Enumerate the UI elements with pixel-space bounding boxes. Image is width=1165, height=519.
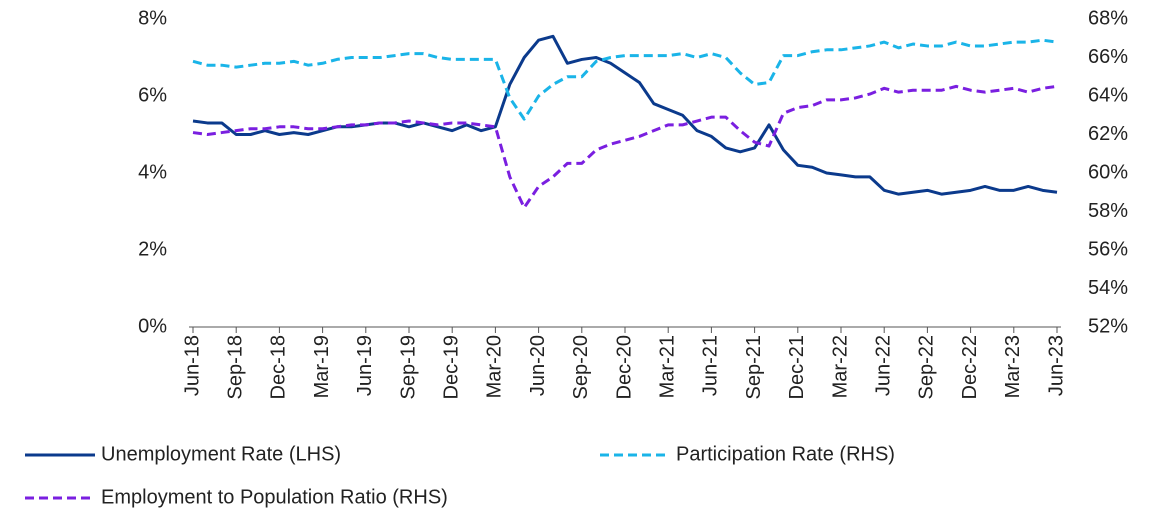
y2-tick-label: 54% [1088,277,1128,299]
x-tick-label: Dec-18 [268,335,290,399]
x-tick-label: Sep-21 [743,335,765,400]
x-tick-label: Jun-23 [1045,335,1067,396]
y2-tick-label: 60% [1088,161,1128,183]
x-tick-label: Jun-18 [181,335,203,396]
x-tick-label: Dec-20 [613,335,635,399]
x-tick-label: Sep-20 [570,335,592,400]
x-tick-label: Dec-21 [786,335,808,399]
legend-label: Unemployment Rate (LHS) [101,443,341,465]
x-tick-label: Jun-20 [527,335,549,396]
y-tick-label: 0% [138,315,167,337]
y2-tick-label: 56% [1088,238,1128,260]
x-tick-label: Sep-19 [397,335,419,400]
x-tick-label: Mar-22 [829,335,851,398]
x-tick-label: Jun-21 [700,335,722,396]
x-tick-label: Mar-19 [311,335,333,398]
x-tick-label: Sep-22 [916,335,938,400]
x-tick-label: Mar-21 [656,335,678,398]
y2-tick-label: 62% [1088,123,1128,145]
x-tick-label: Dec-19 [440,335,462,399]
y2-tick-label: 66% [1088,46,1128,68]
x-tick-label: Mar-20 [484,335,506,398]
y-tick-label: 6% [138,84,167,106]
y-tick-label: 2% [138,238,167,260]
y2-tick-label: 58% [1088,200,1128,222]
legend-label: Employment to Population Ratio (RHS) [101,486,448,508]
series-line [192,84,1058,210]
y-tick-label: 8% [138,7,167,29]
x-tick-label: Dec-22 [959,335,981,399]
x-tick-label: Jun-22 [872,335,894,396]
series-line [192,34,1058,196]
x-tick-label: Mar-23 [1002,335,1024,398]
x-tick-label: Jun-19 [354,335,376,396]
series-line [192,38,1058,121]
x-tick-label: Sep-18 [224,335,246,400]
y2-tick-label: 68% [1088,7,1128,29]
y-tick-label: 4% [138,161,167,183]
y2-tick-label: 64% [1088,84,1128,106]
y2-tick-label: 52% [1088,315,1128,337]
legend-label: Participation Rate (RHS) [676,443,895,465]
